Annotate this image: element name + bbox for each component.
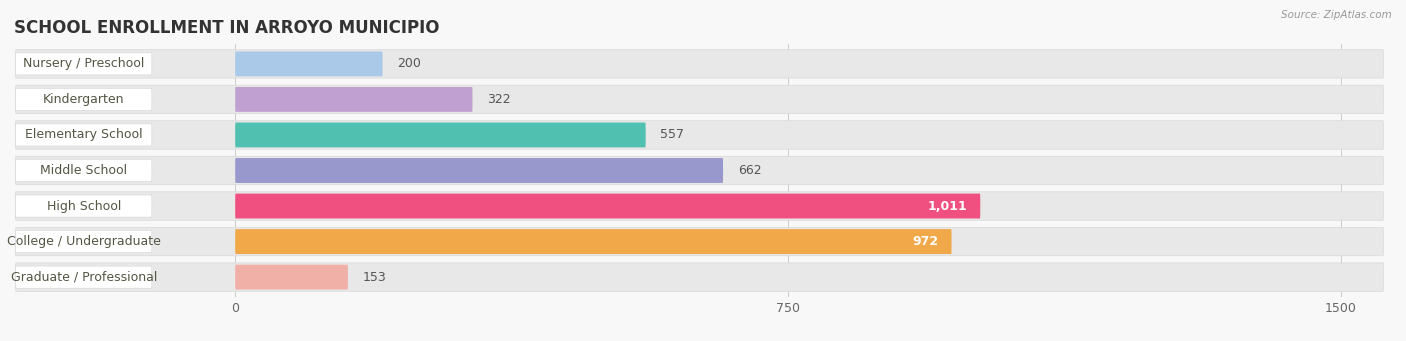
FancyBboxPatch shape	[15, 121, 1384, 149]
FancyBboxPatch shape	[15, 263, 1384, 291]
Text: Elementary School: Elementary School	[25, 129, 142, 142]
FancyBboxPatch shape	[235, 51, 382, 76]
Text: 557: 557	[661, 129, 685, 142]
Text: College / Undergraduate: College / Undergraduate	[7, 235, 160, 248]
Text: Kindergarten: Kindergarten	[44, 93, 125, 106]
FancyBboxPatch shape	[235, 229, 952, 254]
FancyBboxPatch shape	[15, 156, 1384, 185]
FancyBboxPatch shape	[15, 266, 152, 288]
FancyBboxPatch shape	[15, 88, 152, 110]
FancyBboxPatch shape	[235, 122, 645, 147]
Text: SCHOOL ENROLLMENT IN ARROYO MUNICIPIO: SCHOOL ENROLLMENT IN ARROYO MUNICIPIO	[14, 19, 440, 37]
Text: Graduate / Professional: Graduate / Professional	[10, 271, 157, 284]
Text: Nursery / Preschool: Nursery / Preschool	[22, 57, 145, 70]
Text: 972: 972	[912, 235, 938, 248]
FancyBboxPatch shape	[235, 158, 723, 183]
FancyBboxPatch shape	[15, 160, 152, 181]
FancyBboxPatch shape	[15, 85, 1384, 114]
FancyBboxPatch shape	[15, 124, 152, 146]
FancyBboxPatch shape	[235, 87, 472, 112]
Text: 1,011: 1,011	[928, 199, 967, 212]
FancyBboxPatch shape	[15, 195, 152, 217]
FancyBboxPatch shape	[15, 231, 152, 253]
Text: Source: ZipAtlas.com: Source: ZipAtlas.com	[1281, 10, 1392, 20]
Text: 200: 200	[398, 57, 422, 70]
Text: 662: 662	[738, 164, 762, 177]
Text: Middle School: Middle School	[41, 164, 128, 177]
FancyBboxPatch shape	[235, 265, 347, 290]
Text: 153: 153	[363, 271, 387, 284]
FancyBboxPatch shape	[15, 50, 1384, 78]
Text: 322: 322	[488, 93, 510, 106]
FancyBboxPatch shape	[235, 194, 980, 219]
FancyBboxPatch shape	[15, 227, 1384, 256]
FancyBboxPatch shape	[15, 192, 1384, 220]
Text: High School: High School	[46, 199, 121, 212]
FancyBboxPatch shape	[15, 53, 152, 75]
